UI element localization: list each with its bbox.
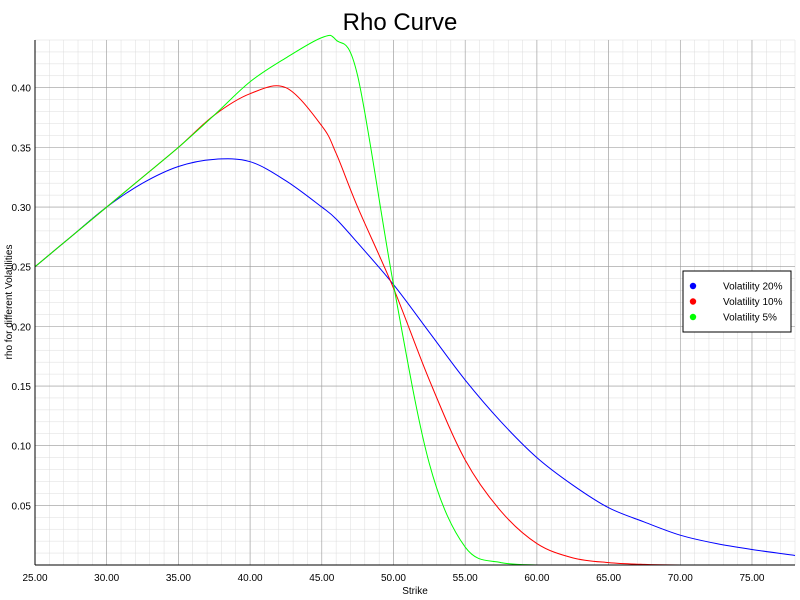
chart-title: Rho Curve (343, 9, 458, 36)
legend-marker (689, 313, 697, 321)
x-tick-label: 45.00 (309, 573, 334, 584)
y-tick-label: 0.05 (12, 501, 32, 512)
y-tick-label: 0.15 (12, 382, 32, 393)
y-tick-label: 0.30 (12, 203, 32, 214)
x-tick-label: 25.00 (22, 573, 47, 584)
major-grid (34, 40, 795, 565)
legend-label: Volatility 5% (723, 313, 777, 324)
y-tick-label: 0.35 (12, 143, 32, 154)
legend-marker (689, 298, 697, 305)
x-tick-label: 30.00 (94, 573, 119, 584)
legend-marker (689, 282, 697, 290)
x-tick-label: 40.00 (238, 573, 263, 584)
legend: Volatility 20% Volatility 10% Volatility 5… (682, 270, 792, 333)
x-tick-label: 60.00 (524, 573, 549, 584)
x-tick-label: 70.00 (668, 573, 693, 584)
x-tick-label: 75.00 (739, 573, 764, 584)
legend-label: Volatility 20% (723, 282, 783, 293)
y-axis-label: rho for different Volatilities (4, 245, 15, 360)
x-tick-label: 35.00 (166, 573, 191, 584)
y-tick-label: 0.40 (12, 84, 32, 95)
y-tick-label: 0.25 (12, 263, 32, 274)
x-tick-label: 50.00 (381, 573, 406, 584)
x-axis-label: Strike (402, 586, 428, 597)
legend-label: Volatility 10% (723, 297, 783, 308)
y-tick-label: 0.10 (12, 442, 32, 453)
x-ticks: 25.00 30.00 35.00 40.00 45.00 50.00 55.00 60.00… (22, 573, 764, 584)
axes (34, 40, 795, 566)
legend-box (682, 270, 792, 333)
x-tick-label: 55.00 (453, 573, 478, 584)
y-tick-label: 0.20 (12, 322, 32, 333)
x-tick-label: 65.00 (596, 573, 621, 584)
y-ticks: 0.05 0.10 0.15 0.20 0.25 0.30 0.35 0.40 (12, 84, 32, 513)
